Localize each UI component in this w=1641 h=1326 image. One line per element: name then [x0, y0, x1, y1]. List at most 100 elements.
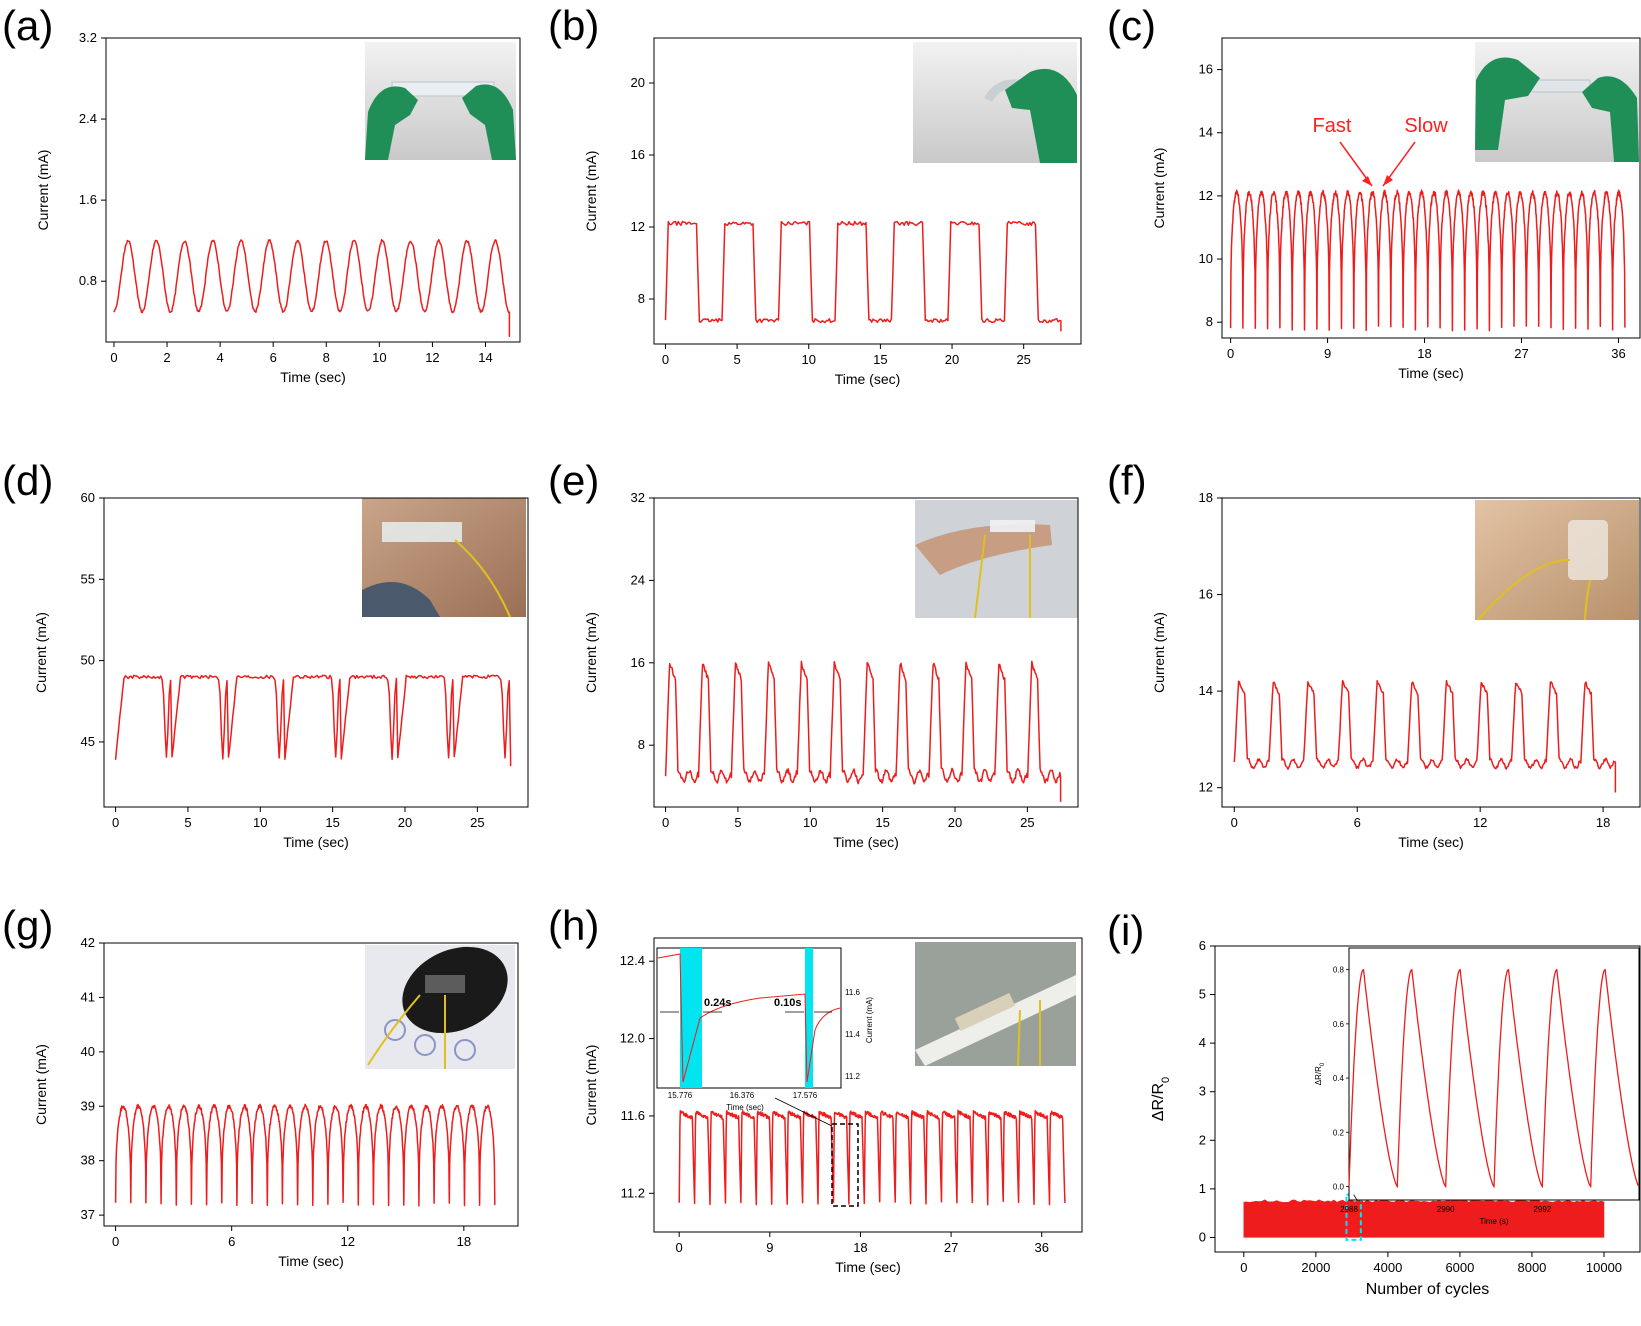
y-tick-label: 16	[631, 655, 645, 670]
x-tick-label: 36	[1034, 1240, 1048, 1255]
inset-y-tick-label: 0.8	[1333, 966, 1345, 975]
x-tick-label: 25	[1016, 352, 1030, 367]
collar	[362, 582, 440, 617]
x-tick-label: 20	[945, 352, 959, 367]
series-line-current	[664, 660, 1062, 802]
x-tick-label: 2	[163, 350, 170, 365]
sensor-patch	[954, 992, 1016, 1032]
wires	[1017, 1000, 1041, 1067]
chart-f: 0 6 12 18 12 14 16 18 Time (sec) Current (mA) (f)	[1107, 457, 1641, 850]
inset-y-axis-label: Current (mA)	[865, 997, 874, 1044]
ruler	[915, 975, 1076, 1066]
y-tick-label: 2	[1199, 1132, 1206, 1147]
y-tick-label: 12	[1199, 188, 1213, 203]
inset-y-axis-label-subscript: 0	[1320, 1062, 1326, 1066]
x-tick-label: 27	[944, 1240, 958, 1255]
inset-photo-e	[915, 500, 1078, 619]
x-axis-label: Time (sec)	[280, 369, 346, 385]
x-tick-label: 20	[948, 815, 962, 830]
x-tick-label: 0	[662, 352, 669, 367]
y-tick-label: 37	[81, 1207, 95, 1222]
inset-y-tick-label: 0.0	[1333, 1182, 1345, 1191]
x-axis-label: Number of cycles	[1366, 1281, 1490, 1298]
series-line-current	[114, 674, 512, 767]
y-axis-label: Current (mA)	[33, 612, 49, 693]
x-axis-label: Time (sec)	[835, 1259, 901, 1275]
panel-label: (f)	[1107, 457, 1147, 504]
x-tick-label: 4	[216, 350, 223, 365]
panel-label: (h)	[548, 902, 599, 949]
y-tick-label: 60	[81, 490, 95, 505]
inset-y-tick-label: 11.4	[845, 1030, 861, 1039]
y-tick-label: 12	[631, 219, 645, 234]
wires	[974, 534, 1031, 619]
photo-background	[1475, 500, 1639, 620]
annotation-slow: Slow	[1404, 115, 1448, 137]
x-tick-label: 18	[457, 1234, 471, 1249]
x-tick-label: 10	[802, 352, 816, 367]
y-tick-label: 18	[1199, 490, 1213, 505]
chart-i: 0 2000 4000 6000 8000 10000 0 1 2 3 4 5 6 Number of c…	[1107, 907, 1641, 1298]
y-axis-label: Current (mA)	[33, 1044, 49, 1125]
x-tick-label: 6	[270, 350, 277, 365]
panel-label: (a)	[2, 2, 53, 49]
x-tick-label: 5	[734, 815, 741, 830]
x-tick-label: 6000	[1445, 1260, 1474, 1275]
x-tick-label: 9	[766, 1240, 773, 1255]
x-tick-label: 6	[228, 1234, 235, 1249]
y-tick-label: 14	[1199, 683, 1213, 698]
x-tick-label: 18	[1596, 815, 1610, 830]
x-axis-label: Time (sec)	[833, 834, 899, 850]
y-tick-label: 45	[81, 734, 95, 749]
panel-label: (e)	[548, 457, 599, 504]
y-tick-label: 41	[81, 989, 95, 1004]
inset-x-axis-label: Time (sec)	[726, 1103, 764, 1112]
x-tick-label: 10	[253, 815, 267, 830]
sensor-strip	[1529, 79, 1591, 93]
glove-left-hand	[1475, 57, 1540, 150]
inset-photo-a	[365, 42, 516, 160]
x-tick-label: 8000	[1517, 1260, 1546, 1275]
x-tick-label: 5	[184, 815, 191, 830]
y-tick-label: 0	[1199, 1229, 1206, 1244]
series-line-current	[678, 1109, 1066, 1206]
x-tick-label: 27	[1514, 346, 1528, 361]
plot-frame	[653, 497, 1079, 808]
chart-a: 0 2 4 6 8 10 12 14 0.8 1.6 2.4 3.2 Time (sec) Current…	[2, 2, 521, 385]
zoom-connector	[1353, 1194, 1358, 1201]
y-tick-label: 5	[1199, 987, 1206, 1002]
series-line-current	[113, 238, 511, 337]
y-tick-label: 38	[81, 1153, 95, 1168]
inset-y-tick-label: 11.6	[845, 988, 861, 997]
glove-left-hand	[365, 86, 418, 160]
response-band-2	[805, 948, 813, 1088]
wires	[1477, 559, 1591, 621]
chart-g: 0 6 12 18 37 38 39 40 41 42 Time (sec) Current (mA)…	[2, 902, 519, 1269]
y-tick-label: 12.4	[620, 953, 645, 968]
inset-y-tick-label: 0.4	[1333, 1074, 1345, 1083]
x-axis-label: Time (sec)	[1398, 365, 1464, 381]
x-tick-label: 20	[398, 815, 412, 830]
inset-y-tick-label: 0.2	[1333, 1128, 1345, 1137]
stamp-mark	[384, 1019, 406, 1041]
x-tick-label: 8	[323, 350, 330, 365]
inset-photo-h	[915, 942, 1076, 1067]
sensor-patch	[1568, 520, 1608, 580]
x-tick-label: 15	[325, 815, 339, 830]
y-tick-label: 12	[1199, 780, 1213, 795]
y-tick-label: 24	[631, 572, 645, 587]
y-tick-label: 20	[631, 75, 645, 90]
panel-label: (c)	[1107, 2, 1156, 49]
chart-b: 0 5 10 15 20 25 8 12 16 20 Time (sec) Current (mA) (…	[548, 2, 1082, 387]
panel-label: (g)	[2, 902, 53, 949]
stamp-mark	[454, 1039, 476, 1061]
y-tick-label: 55	[81, 571, 95, 586]
wires	[367, 994, 447, 1069]
x-tick-label: 2000	[1301, 1260, 1330, 1275]
x-tick-label: 25	[470, 815, 484, 830]
y-tick-label: 1.6	[79, 192, 97, 207]
x-tick-label: 0	[112, 1234, 119, 1249]
plot-frame	[1214, 945, 1641, 1253]
x-axis-label: Time (sec)	[1398, 834, 1464, 850]
